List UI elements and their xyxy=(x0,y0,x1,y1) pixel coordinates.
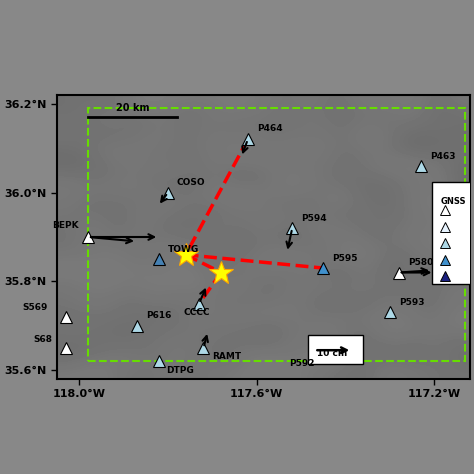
Text: TOWG: TOWG xyxy=(168,245,199,254)
Text: P580: P580 xyxy=(408,258,433,267)
Text: P464: P464 xyxy=(257,124,283,133)
FancyBboxPatch shape xyxy=(308,335,363,364)
Text: P616: P616 xyxy=(146,311,171,320)
FancyBboxPatch shape xyxy=(432,182,474,283)
Text: CCCC: CCCC xyxy=(183,308,210,317)
Text: GNSS: GNSS xyxy=(441,197,466,206)
Text: S569: S569 xyxy=(23,303,48,312)
Text: 20 km: 20 km xyxy=(116,103,149,113)
Text: P592: P592 xyxy=(289,359,314,368)
Bar xyxy=(88,108,465,361)
Text: P595: P595 xyxy=(332,254,358,263)
Text: DTPG: DTPG xyxy=(166,365,193,374)
Text: P593: P593 xyxy=(399,298,424,307)
Text: COSO: COSO xyxy=(177,178,205,187)
Text: P463: P463 xyxy=(430,152,456,161)
Text: 10 cm: 10 cm xyxy=(317,349,347,358)
Text: RAMT: RAMT xyxy=(212,352,241,361)
Text: BEPK: BEPK xyxy=(53,221,79,230)
Text: P594: P594 xyxy=(301,214,327,223)
Text: S68: S68 xyxy=(34,335,53,344)
